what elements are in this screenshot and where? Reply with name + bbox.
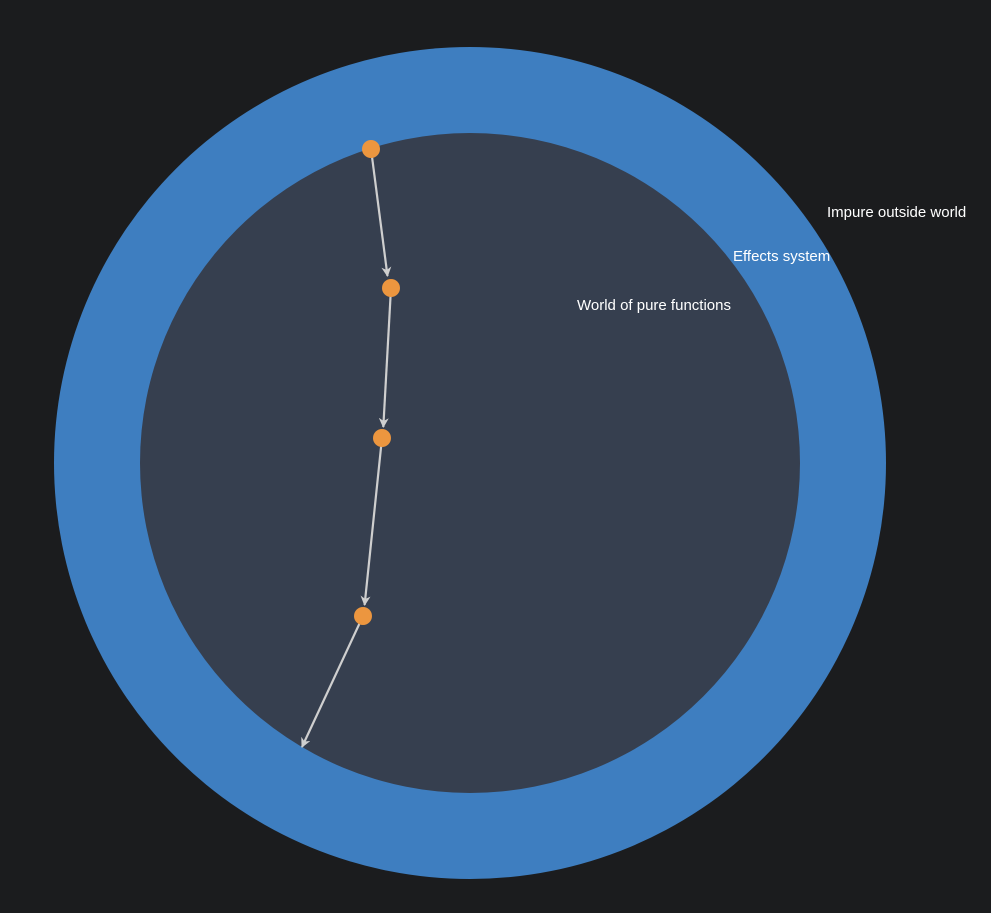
flow-nodes xyxy=(354,140,400,625)
label-world-of-pure-functions: World of pure functions xyxy=(577,297,731,314)
flow-node-3 xyxy=(373,429,391,447)
flow-arrows xyxy=(301,148,393,748)
pure-functions-circle xyxy=(140,133,800,793)
label-effects-system: Effects system xyxy=(733,248,830,265)
flow-node-4 xyxy=(354,607,372,625)
flow-arrow-2 xyxy=(378,287,393,428)
flow-node-2 xyxy=(382,279,400,297)
flow-arrow-4 xyxy=(301,615,364,748)
flow-arrow-1 xyxy=(369,148,392,277)
flow-arrow-3 xyxy=(360,437,384,606)
flow-node-1 xyxy=(362,140,380,158)
label-impure-outside-world: Impure outside world xyxy=(827,204,966,221)
